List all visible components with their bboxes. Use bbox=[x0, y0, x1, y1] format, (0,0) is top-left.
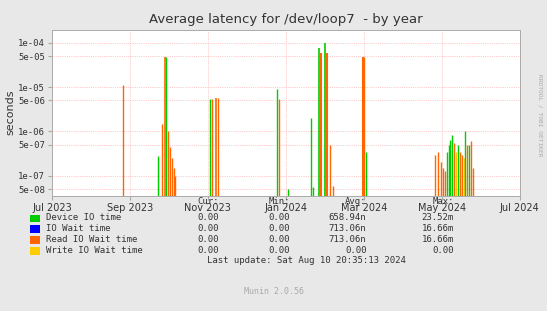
Text: Min:: Min: bbox=[269, 197, 290, 206]
Text: 0.00: 0.00 bbox=[197, 246, 219, 255]
Text: Read IO Wait time: Read IO Wait time bbox=[46, 235, 138, 244]
Text: 0.00: 0.00 bbox=[269, 246, 290, 255]
Text: 0.00: 0.00 bbox=[197, 235, 219, 244]
Text: IO Wait time: IO Wait time bbox=[46, 224, 111, 233]
Text: 0.00: 0.00 bbox=[197, 224, 219, 233]
Text: 16.66m: 16.66m bbox=[422, 224, 454, 233]
Y-axis label: seconds: seconds bbox=[5, 90, 15, 136]
Text: Cur:: Cur: bbox=[197, 197, 219, 206]
Text: 0.00: 0.00 bbox=[345, 246, 366, 255]
Text: 0.00: 0.00 bbox=[269, 235, 290, 244]
Text: Write IO Wait time: Write IO Wait time bbox=[46, 246, 143, 255]
Text: 658.94n: 658.94n bbox=[329, 213, 366, 222]
Text: 0.00: 0.00 bbox=[197, 213, 219, 222]
Text: 16.66m: 16.66m bbox=[422, 235, 454, 244]
Text: 713.06n: 713.06n bbox=[329, 235, 366, 244]
Text: 23.52m: 23.52m bbox=[422, 213, 454, 222]
Text: 0.00: 0.00 bbox=[269, 213, 290, 222]
Text: Device IO time: Device IO time bbox=[46, 213, 122, 222]
Text: 0.00: 0.00 bbox=[433, 246, 454, 255]
Text: Last update: Sat Aug 10 20:35:13 2024: Last update: Sat Aug 10 20:35:13 2024 bbox=[207, 256, 406, 265]
Text: Avg:: Avg: bbox=[345, 197, 366, 206]
Text: 0.00: 0.00 bbox=[269, 224, 290, 233]
Text: Munin 2.0.56: Munin 2.0.56 bbox=[243, 287, 304, 296]
Text: 713.06n: 713.06n bbox=[329, 224, 366, 233]
Text: Max:: Max: bbox=[433, 197, 454, 206]
Text: RRDTOOL / TOBI OETIKER: RRDTOOL / TOBI OETIKER bbox=[538, 74, 543, 156]
Title: Average latency for /dev/loop7  - by year: Average latency for /dev/loop7 - by year bbox=[149, 13, 423, 26]
